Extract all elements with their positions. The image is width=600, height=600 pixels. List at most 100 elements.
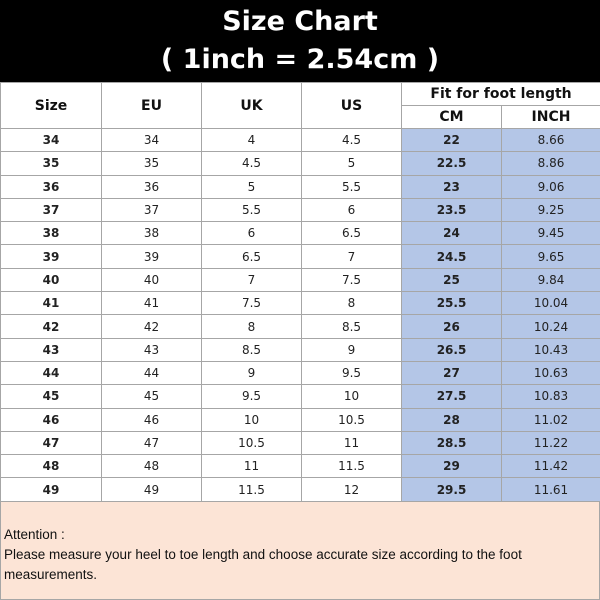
cell-uk: 7 [201,267,302,293]
cell-inch: 9.06 [500,174,600,199]
cell-uk: 6 [201,221,302,246]
cell-cm: 27 [401,360,502,386]
cell-eu: 38 [101,221,202,246]
table-row: 35 35 4.5 5 22.5 8.86 [0,151,600,176]
cell-eu: 42 [101,314,202,339]
cell-uk: 9 [201,360,302,386]
table-row: 41 41 7.5 8 25.5 10.04 [0,291,600,316]
table-row: 36 36 5 5.5 23 9.06 [0,174,600,199]
cell-us: 8 [301,291,402,316]
cell-us: 5 [301,151,402,176]
cell-uk: 4.5 [201,151,302,176]
cell-eu: 44 [101,360,202,386]
cell-eu: 48 [101,454,202,479]
cell-us: 6 [301,197,402,223]
cell-uk: 8 [201,314,302,339]
cell-size: 45 [0,384,102,409]
title-line-1: Size Chart [222,6,378,37]
cell-inch: 11.02 [500,407,600,432]
cell-cm: 26.5 [401,337,502,362]
table-row: 49 49 11.5 12 29.5 11.61 [0,477,600,502]
cell-uk: 4 [201,127,302,153]
cell-cm: 29 [401,454,502,479]
cell-size: 40 [0,267,102,293]
table-row: 40 40 7 7.5 25 9.84 [0,267,600,293]
cell-size: 44 [0,360,102,386]
cell-eu: 40 [101,267,202,293]
table-row: 37 37 5.5 6 23.5 9.25 [0,197,600,223]
cell-uk: 11.5 [201,477,302,502]
cell-cm: 25 [401,267,502,293]
cell-cm: 24 [401,221,502,246]
table-row: 44 44 9 9.5 27 10.63 [0,360,600,386]
cell-uk: 5 [201,174,302,199]
cell-eu: 35 [101,151,202,176]
table-row: 39 39 6.5 7 24.5 9.65 [0,244,600,269]
cell-eu: 45 [101,384,202,409]
cell-size: 49 [0,477,102,502]
table-row: 48 48 11 11.5 29 11.42 [0,454,600,479]
title-line-2: ( 1inch = 2.54cm ) [160,44,440,75]
cell-us: 6.5 [301,221,402,246]
cell-us: 10 [301,384,402,409]
cell-size: 42 [0,314,102,339]
cell-inch: 10.24 [500,314,600,339]
cell-uk: 8.5 [201,337,302,362]
cell-us: 4.5 [301,127,402,153]
cell-uk: 5.5 [201,197,302,223]
table-row: 38 38 6 6.5 24 9.45 [0,221,600,246]
cell-cm: 28.5 [401,430,502,456]
table-row: 34 34 4 4.5 22 8.66 [0,127,600,153]
cell-cm: 23 [401,174,502,199]
cell-inch: 11.22 [500,430,600,456]
cell-eu: 43 [101,337,202,362]
cell-us: 7 [301,244,402,269]
cell-eu: 39 [101,244,202,269]
cell-inch: 11.42 [500,454,600,479]
table-row: 43 43 8.5 9 26.5 10.43 [0,337,600,362]
cell-size: 41 [0,291,102,316]
attention-heading: Attention : [4,527,65,542]
cell-us: 9.5 [301,360,402,386]
cell-size: 34 [0,127,102,153]
cell-eu: 49 [101,477,202,502]
cell-us: 12 [301,477,402,502]
table-row: 47 47 10.5 11 28.5 11.22 [0,430,600,456]
cell-inch: 10.83 [500,384,600,409]
cell-cm: 28 [401,407,502,432]
cell-size: 35 [0,151,102,176]
header-cm: CM [401,105,502,129]
cell-us: 9 [301,337,402,362]
cell-inch: 10.43 [500,337,600,362]
cell-inch: 8.86 [500,151,600,176]
cell-eu: 36 [101,174,202,199]
header-eu: EU [101,82,202,129]
cell-us: 11.5 [301,454,402,479]
cell-inch: 11.61 [500,477,600,502]
cell-eu: 47 [101,430,202,456]
cell-uk: 7.5 [201,291,302,316]
cell-size: 48 [0,454,102,479]
table-row: 42 42 8 8.5 26 10.24 [0,314,600,339]
cell-cm: 25.5 [401,291,502,316]
cell-eu: 41 [101,291,202,316]
attention-note: Attention : Please measure your heel to … [0,501,600,600]
table-row: 45 45 9.5 10 27.5 10.83 [0,384,600,409]
header-size: Size [0,82,102,129]
size-chart-title: Size Chart ( 1inch = 2.54cm ) [0,0,600,82]
cell-eu: 34 [101,127,202,153]
cell-cm: 29.5 [401,477,502,502]
attention-text: Please measure your heel to toe length a… [4,547,522,582]
header-us: US [301,82,402,129]
cell-eu: 46 [101,407,202,432]
cell-inch: 9.65 [500,244,600,269]
cell-eu: 37 [101,197,202,223]
cell-inch: 10.04 [500,291,600,316]
size-table: Size EU UK US Fit for foot length CM INC… [0,82,600,502]
cell-uk: 9.5 [201,384,302,409]
cell-size: 36 [0,174,102,199]
cell-cm: 23.5 [401,197,502,223]
table-row: 46 46 10 10.5 28 11.02 [0,407,600,432]
cell-inch: 9.25 [500,197,600,223]
cell-uk: 10.5 [201,430,302,456]
